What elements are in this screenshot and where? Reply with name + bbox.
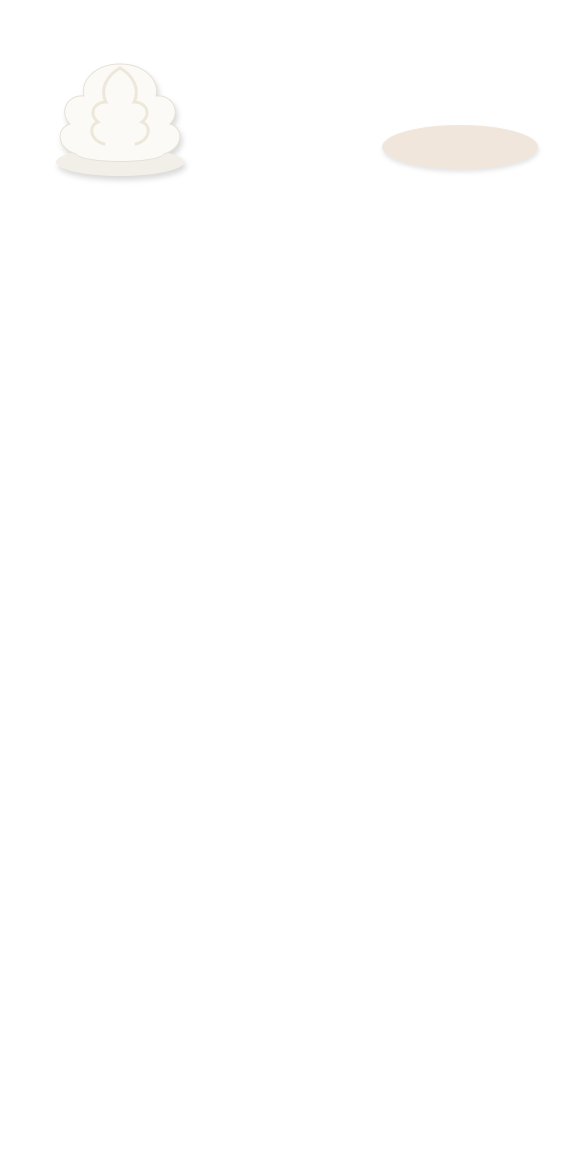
pigeon-pea-illustration [370,45,550,185]
titles-row [30,20,550,30]
infographic-container [0,0,580,290]
whipped-cream-illustration [30,45,210,185]
images-row [30,30,550,210]
